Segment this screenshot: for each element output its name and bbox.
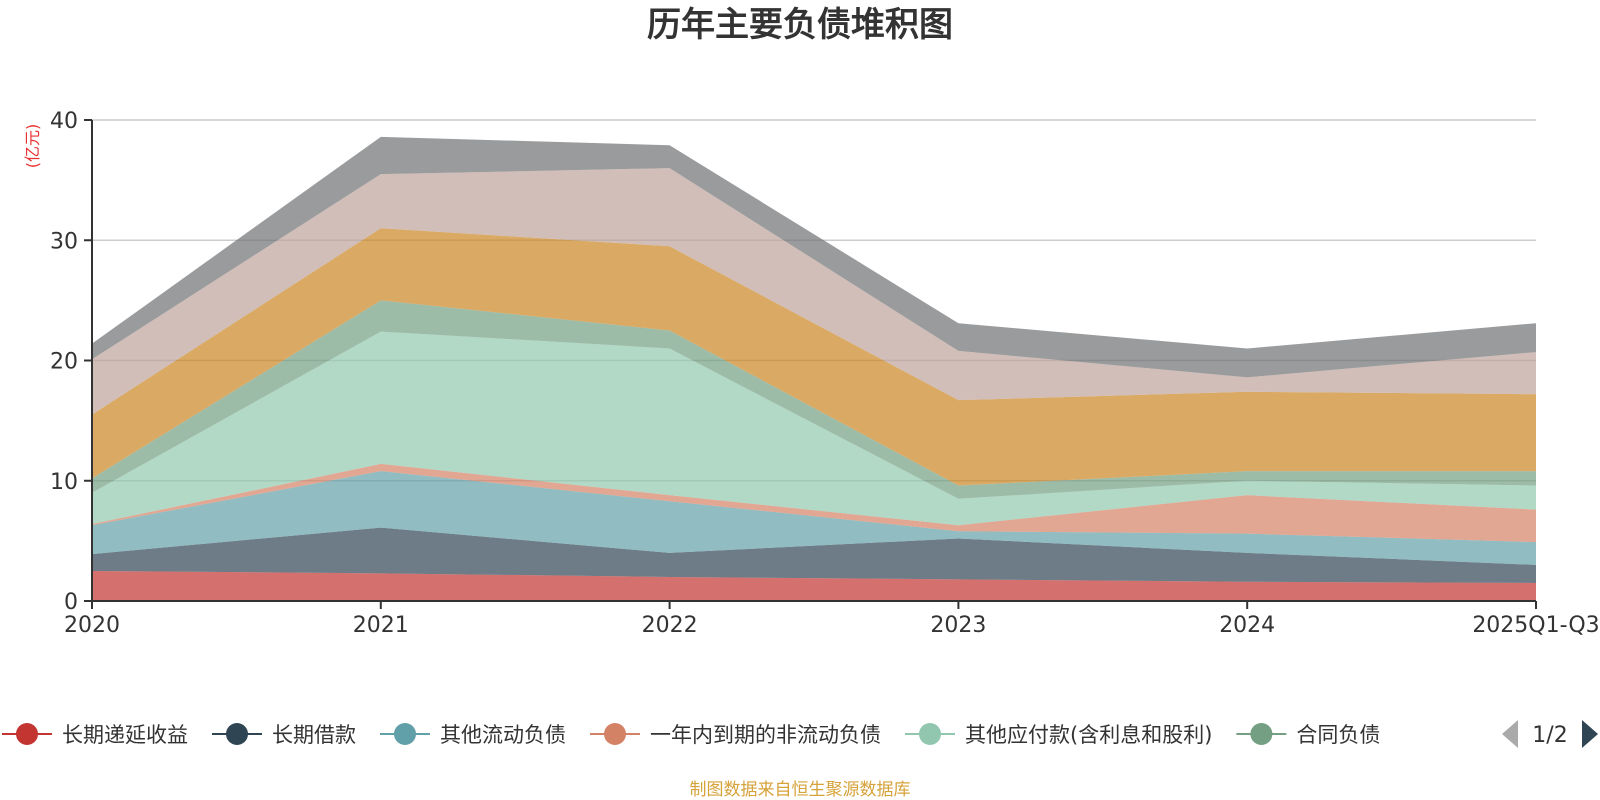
legend-circle-marker — [1250, 723, 1273, 745]
legend-label: 其他应付款(含利息和股利) — [965, 723, 1212, 747]
legend-label: 合同负债 — [1296, 723, 1380, 747]
x-tick-label: 2023 — [930, 613, 986, 638]
legend-circle-marker — [226, 723, 248, 745]
data-source-note: 制图数据来自恒生聚源数据库 — [690, 780, 911, 800]
legend-items: 长期递延收益 长期借款 其他流动负债 一年内到期的非流动负债 其他应付款(含利息和股利)… — [2, 723, 1380, 747]
area-series[interactable] — [92, 136, 1536, 378]
area-series[interactable] — [92, 471, 1536, 565]
legend-circle-marker — [394, 723, 416, 745]
x-tick-label: 2024 — [1219, 613, 1275, 638]
triangle-right-icon[interactable] — [1582, 720, 1598, 748]
y-tick-label: 30 — [50, 229, 78, 254]
legend-item[interactable]: 合同负债 — [1236, 723, 1380, 747]
area-series-group — [92, 136, 1536, 601]
area-series[interactable] — [92, 228, 1536, 486]
area-series[interactable] — [92, 570, 1536, 601]
legend-label: 长期借款 — [272, 723, 356, 747]
y-tick-label: 40 — [50, 109, 78, 134]
area-series[interactable] — [92, 300, 1536, 499]
area-series[interactable] — [92, 527, 1536, 583]
y-axis-unit-label: (亿元) — [23, 124, 42, 169]
area-series[interactable] — [92, 331, 1536, 526]
legend-item[interactable]: 长期递延收益 — [2, 723, 188, 747]
legend-item[interactable]: 长期借款 — [212, 723, 356, 747]
y-tick-label: 20 — [50, 350, 78, 375]
x-tick-label: 2022 — [642, 613, 698, 638]
legend-page-indicator: 1/2 — [1532, 723, 1567, 748]
y-tick-label: 10 — [50, 470, 78, 495]
x-tick-label: 2025Q1-Q3 — [1472, 613, 1599, 638]
legend-label: 一年内到期的非流动负债 — [650, 723, 881, 747]
legend-circle-marker — [919, 723, 941, 745]
y-tick-label: 0 — [64, 590, 78, 615]
area-series[interactable] — [92, 463, 1536, 543]
chart-title: 历年主要负债堆积图 — [647, 5, 953, 45]
legend-item[interactable]: 其他应付款(含利息和股利) — [905, 723, 1212, 747]
legend-circle-marker — [16, 723, 38, 745]
legend-item[interactable]: 一年内到期的非流动负债 — [590, 723, 881, 747]
x-tick-label: 2020 — [64, 613, 120, 638]
area-series[interactable] — [92, 168, 1536, 415]
legend-pager[interactable]: 1/2 — [1502, 720, 1598, 748]
x-tick-label: 2021 — [353, 613, 409, 638]
legend[interactable]: 长期递延收益 长期借款 其他流动负债 一年内到期的非流动负债 其他应付款(含利息和股利)… — [2, 723, 1380, 747]
axes: 0 10 20 30 40 2020 2021 2022 2023 2024 2025Q1-Q3 — [50, 109, 1600, 638]
triangle-left-icon[interactable] — [1502, 720, 1518, 748]
legend-label: 长期递延收益 — [62, 723, 188, 747]
legend-item[interactable]: 其他流动负债 — [380, 723, 566, 747]
legend-circle-marker — [604, 723, 626, 745]
legend-label: 其他流动负债 — [440, 723, 566, 747]
